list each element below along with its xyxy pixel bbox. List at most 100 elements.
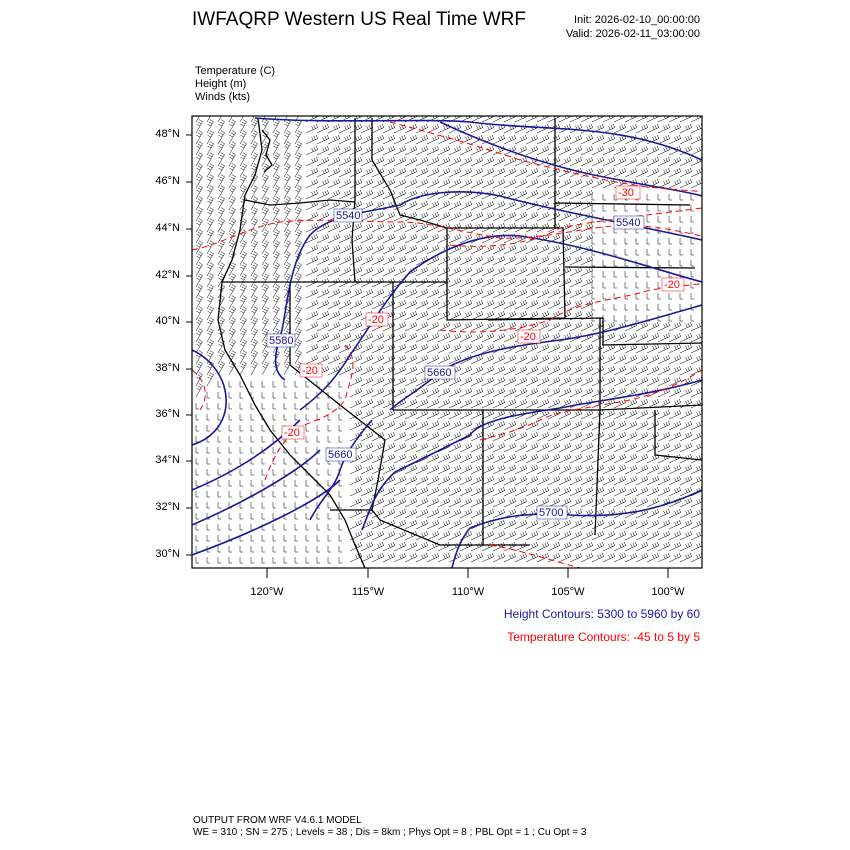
wind-barb xyxy=(580,365,594,376)
wind-barb xyxy=(547,365,561,376)
wind-barb xyxy=(426,431,440,442)
wind-barb xyxy=(294,218,302,233)
wind-barb xyxy=(415,156,429,167)
wind-barb xyxy=(547,189,561,200)
wind-barb xyxy=(580,497,594,508)
wind-barb xyxy=(525,211,539,222)
wind-barb xyxy=(272,229,280,244)
wind-barb xyxy=(261,185,269,200)
init-time: Init: 2026-02-10_00:00:00 xyxy=(574,14,700,26)
border-nv-ca xyxy=(289,282,386,441)
wind-barb xyxy=(261,130,269,145)
wind-barb xyxy=(316,425,320,432)
wind-barb xyxy=(569,343,583,354)
wind-barb xyxy=(679,354,693,365)
wind-barb xyxy=(217,557,221,564)
wind-barb xyxy=(426,552,440,563)
wind-barb xyxy=(690,304,694,311)
wind-barb xyxy=(250,240,258,255)
wind-barb xyxy=(294,130,302,145)
wind-barb xyxy=(547,134,561,145)
wind-barb xyxy=(547,288,561,299)
wind-barb xyxy=(250,403,254,410)
wind-barb xyxy=(404,244,418,255)
wind-barb xyxy=(327,255,341,266)
wind-barb xyxy=(536,464,550,475)
wind-barb xyxy=(239,306,247,321)
wind-barb xyxy=(503,530,517,541)
wind-barb xyxy=(514,123,528,134)
wind-barb xyxy=(316,403,320,410)
wind-barb xyxy=(569,255,583,266)
wind-barb xyxy=(437,464,451,475)
wind-barb xyxy=(569,299,583,310)
wind-barb xyxy=(602,442,616,453)
wind-barb xyxy=(283,469,287,476)
wind-barb xyxy=(679,216,683,223)
wind-barb xyxy=(371,530,385,541)
wind-barb xyxy=(690,116,702,123)
wind-barb xyxy=(459,123,473,134)
wind-barb xyxy=(668,530,682,541)
wind-barb xyxy=(272,185,280,200)
wind-barb xyxy=(679,116,693,123)
wind-barb xyxy=(580,288,594,299)
wind-barb xyxy=(404,552,418,563)
wind-barb xyxy=(657,519,671,530)
wind-barb xyxy=(206,240,214,255)
wind-barb xyxy=(261,350,269,365)
wind-barb xyxy=(239,425,243,432)
wind-barb xyxy=(206,425,210,432)
wind-barb xyxy=(338,513,342,520)
wind-barb xyxy=(206,535,210,542)
wind-barb xyxy=(316,233,330,244)
wind-barb xyxy=(195,284,203,299)
wind-barb xyxy=(613,271,617,278)
wind-barb xyxy=(580,409,594,420)
wind-barb xyxy=(470,541,484,552)
wind-barb xyxy=(250,251,258,266)
wind-barb xyxy=(239,185,247,200)
wind-barb xyxy=(415,497,429,508)
wind-barb xyxy=(580,145,594,156)
wind-barb xyxy=(239,284,247,299)
wind-barb xyxy=(437,541,451,552)
wind-barb xyxy=(393,519,407,530)
wind-barb xyxy=(525,277,539,288)
wind-barb xyxy=(349,420,363,431)
wind-barb xyxy=(415,420,429,431)
wind-barb xyxy=(569,145,583,156)
wind-barb xyxy=(613,508,627,519)
wind-barb xyxy=(382,541,396,552)
wind-barb xyxy=(492,288,506,299)
wind-barb xyxy=(382,442,396,453)
wind-barb xyxy=(492,134,506,145)
wind-barb xyxy=(679,321,693,332)
wind-barb xyxy=(646,475,660,486)
wind-barb xyxy=(415,354,429,365)
wind-barb xyxy=(646,216,650,223)
wind-barb xyxy=(239,392,243,399)
wind-barb xyxy=(503,464,517,475)
wind-barb xyxy=(602,145,616,156)
wind-barb xyxy=(371,409,385,420)
wind-barb xyxy=(338,123,352,134)
wind-barb xyxy=(459,211,473,222)
wind-barb xyxy=(195,218,203,233)
wind-barb xyxy=(525,541,539,552)
wind-barb xyxy=(580,233,594,244)
wind-barb xyxy=(283,130,291,145)
wind-barb xyxy=(382,464,396,475)
wind-barb xyxy=(228,185,236,200)
wind-barb xyxy=(426,321,440,332)
wind-barb xyxy=(580,530,594,541)
wind-barb xyxy=(228,218,236,233)
wind-barb xyxy=(382,530,396,541)
wind-barb xyxy=(217,491,221,498)
wind-barb xyxy=(668,420,682,431)
wind-barb xyxy=(492,387,506,398)
wind-barb xyxy=(492,442,506,453)
wind-barb xyxy=(591,282,595,289)
wind-barb xyxy=(250,317,258,332)
wind-barb xyxy=(272,119,280,134)
